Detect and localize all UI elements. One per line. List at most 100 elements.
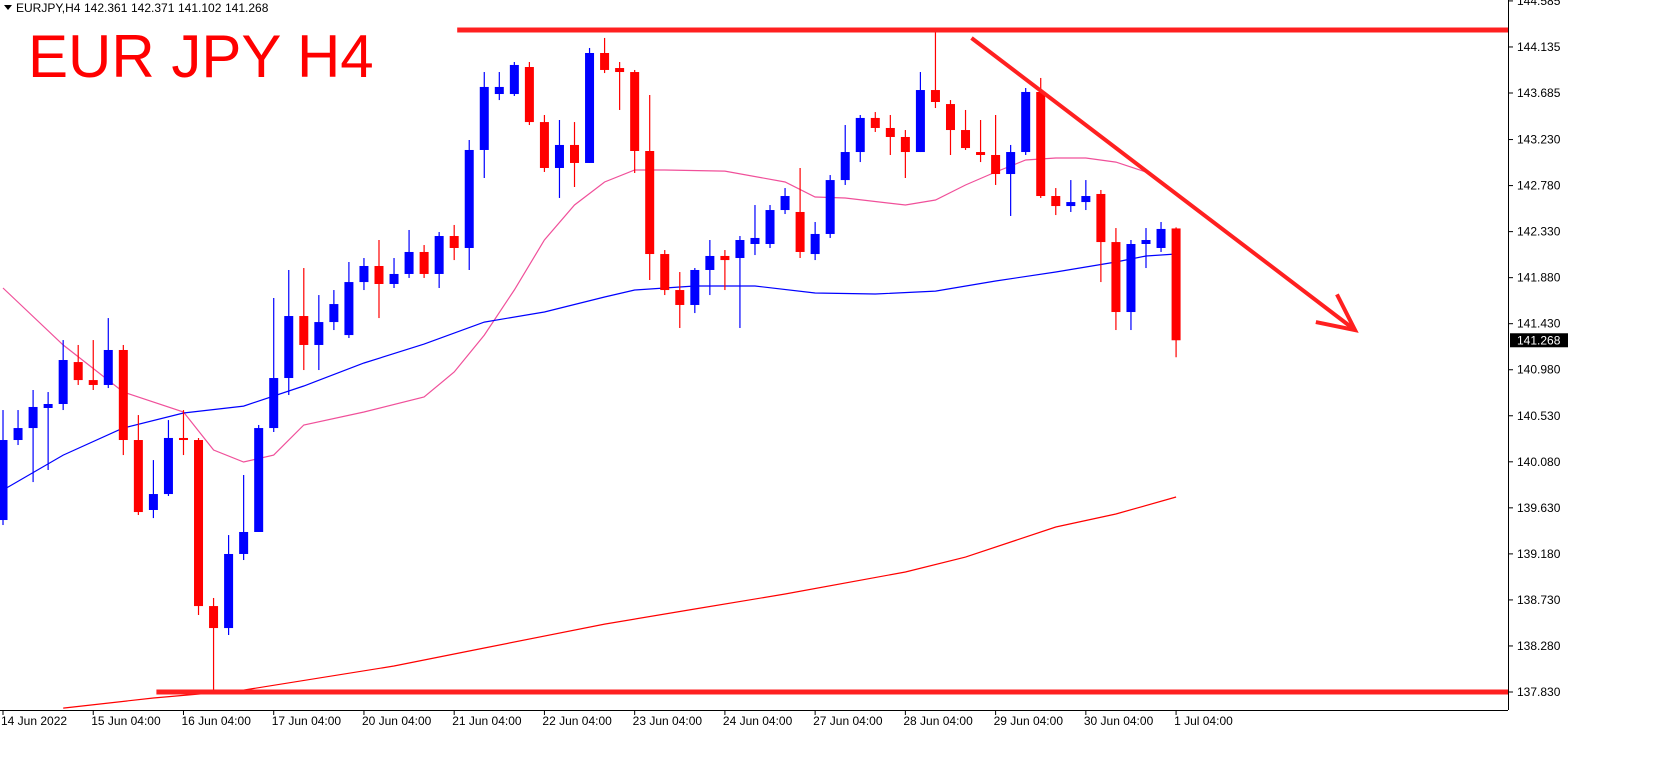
candle-body bbox=[600, 52, 610, 70]
x-tick-label: 20 Jun 04:00 bbox=[362, 714, 432, 728]
candle-body bbox=[524, 67, 534, 123]
candle-body bbox=[750, 237, 760, 244]
candle-body bbox=[434, 236, 444, 274]
symbol-label: EURJPY,H4 bbox=[16, 1, 81, 15]
candle-body bbox=[163, 437, 173, 495]
candle-body bbox=[1021, 91, 1031, 153]
x-tick-label: 22 Jun 04:00 bbox=[542, 714, 612, 728]
candle-body bbox=[1081, 196, 1091, 203]
candle-body bbox=[645, 151, 655, 255]
candle-body bbox=[299, 316, 309, 345]
candle-body bbox=[961, 130, 971, 149]
dropdown-triangle[interactable] bbox=[4, 5, 12, 10]
candle-body bbox=[118, 349, 128, 441]
candle-body bbox=[1006, 152, 1016, 175]
candle-body bbox=[419, 251, 429, 274]
header-high: 142.371 bbox=[131, 1, 175, 15]
price-marker-label: 141.268 bbox=[1517, 333, 1561, 347]
candle-body bbox=[915, 90, 925, 153]
candle-body bbox=[148, 494, 158, 510]
candle-body bbox=[269, 378, 279, 429]
candle-body bbox=[825, 180, 835, 234]
x-tick-label: 21 Jun 04:00 bbox=[452, 714, 522, 728]
x-tick-label: 23 Jun 04:00 bbox=[633, 714, 703, 728]
candle-body bbox=[554, 144, 564, 168]
x-tick-label: 24 Jun 04:00 bbox=[723, 714, 793, 728]
candle-body bbox=[449, 236, 459, 248]
x-tick-label: 29 Jun 04:00 bbox=[994, 714, 1064, 728]
candle-body bbox=[1096, 193, 1106, 243]
candle-body bbox=[1036, 91, 1046, 197]
x-tick-label: 1 Jul 04:00 bbox=[1174, 714, 1233, 728]
candle-body bbox=[840, 152, 850, 181]
candle-body bbox=[28, 406, 38, 429]
candle-body bbox=[58, 360, 68, 405]
candle-body bbox=[780, 196, 790, 211]
moving-average bbox=[2, 253, 1177, 491]
candle-body bbox=[1066, 202, 1076, 207]
trend-arrow bbox=[970, 36, 1357, 332]
candle-body bbox=[870, 117, 880, 128]
candle-body bbox=[675, 290, 685, 305]
candle-body bbox=[344, 282, 354, 336]
x-tick-label: 15 Jun 04:00 bbox=[91, 714, 161, 728]
candle-body bbox=[1156, 228, 1166, 248]
candle-body bbox=[13, 428, 23, 441]
candle-body bbox=[254, 428, 264, 532]
candle-body bbox=[945, 104, 955, 131]
candle-body bbox=[43, 404, 53, 408]
candle-body bbox=[103, 349, 113, 385]
candle-body bbox=[539, 122, 549, 168]
candle-body bbox=[194, 440, 204, 607]
candle-body bbox=[585, 52, 595, 163]
y-tick-label: 143.685 bbox=[1517, 86, 1561, 100]
y-tick-label: 138.280 bbox=[1517, 639, 1561, 653]
candle-body bbox=[209, 606, 219, 629]
candle-body bbox=[224, 553, 234, 629]
candle-body bbox=[735, 240, 745, 259]
y-tick-label: 140.980 bbox=[1517, 363, 1561, 377]
candle-body bbox=[1111, 242, 1121, 313]
header-open: 142.361 bbox=[84, 1, 128, 15]
candle-body bbox=[178, 437, 188, 441]
candle-body bbox=[359, 265, 369, 283]
candle-body bbox=[630, 72, 640, 152]
y-tick-label: 137.830 bbox=[1517, 685, 1561, 699]
x-tick-label: 16 Jun 04:00 bbox=[181, 714, 251, 728]
candle-body bbox=[976, 152, 986, 155]
candle-body bbox=[930, 90, 940, 102]
candle-body bbox=[329, 304, 339, 323]
y-tick-label: 143.230 bbox=[1517, 133, 1561, 147]
candle-body bbox=[660, 254, 670, 291]
candle-body bbox=[133, 440, 143, 513]
candle-body bbox=[615, 68, 625, 73]
y-tick-label: 141.880 bbox=[1517, 271, 1561, 285]
candle-body bbox=[885, 127, 895, 137]
arrow-head bbox=[1315, 293, 1359, 333]
candle-body bbox=[1171, 228, 1181, 341]
x-tick-label: 28 Jun 04:00 bbox=[903, 714, 973, 728]
candle-body bbox=[720, 255, 730, 261]
candle-body bbox=[900, 136, 910, 153]
price-marker bbox=[1510, 333, 1568, 348]
x-tick-label: 30 Jun 04:00 bbox=[1084, 714, 1154, 728]
candle-body bbox=[1126, 243, 1136, 313]
y-tick-label: 144.585 bbox=[1517, 0, 1561, 8]
candle-body bbox=[705, 255, 715, 270]
candle-body bbox=[73, 362, 83, 381]
y-tick-label: 142.330 bbox=[1517, 225, 1561, 239]
candle-body bbox=[464, 149, 474, 248]
candle-body bbox=[239, 531, 249, 554]
candle-body bbox=[314, 322, 324, 345]
x-tick-label: 17 Jun 04:00 bbox=[272, 714, 342, 728]
x-tick-label: 27 Jun 04:00 bbox=[813, 714, 883, 728]
y-tick-label: 138.730 bbox=[1517, 593, 1561, 607]
candle-body bbox=[284, 316, 294, 379]
candle-body bbox=[1141, 240, 1151, 244]
candle-body bbox=[570, 144, 580, 163]
candle-body bbox=[690, 269, 700, 305]
candle-body bbox=[509, 64, 519, 95]
candle-body bbox=[855, 117, 865, 153]
